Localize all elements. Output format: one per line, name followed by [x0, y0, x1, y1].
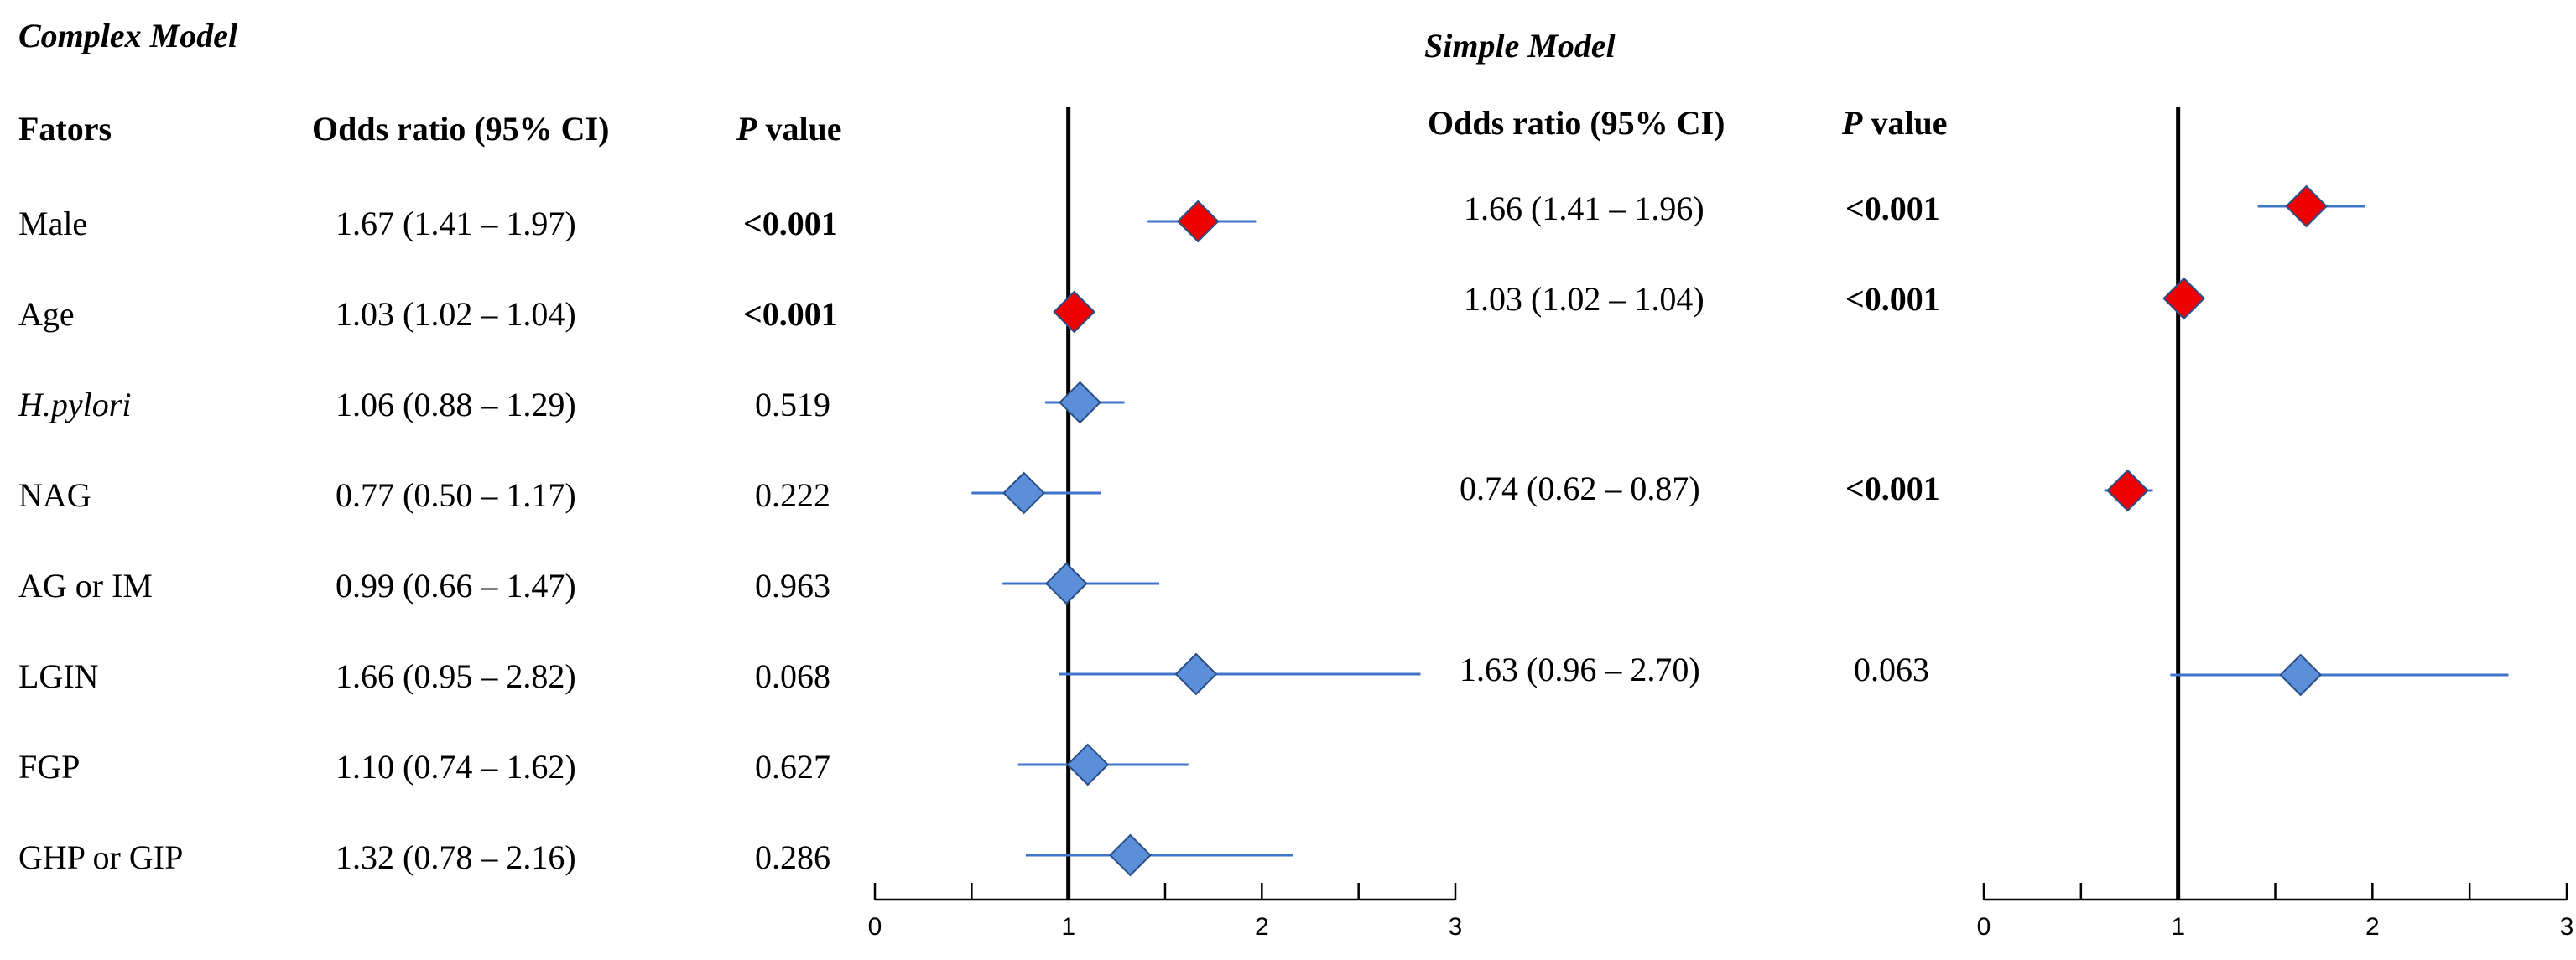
complex-or-value: 0.99 (0.66 – 1.47) [336, 567, 576, 605]
simple-p-value: <0.001 [1845, 470, 1940, 507]
simple-p-value: 0.063 [1854, 651, 1929, 688]
complex-or-value: 1.06 (0.88 – 1.29) [336, 386, 576, 423]
complex-factor-label: LGIN [18, 657, 99, 695]
complex-p-value: 0.068 [755, 657, 830, 695]
complex-x-tick-label: 3 [1449, 913, 1463, 941]
simple-p-value: <0.001 [1845, 280, 1940, 318]
complex-x-tick-label: 1 [1061, 913, 1075, 941]
complex-header-p: P value [736, 110, 842, 148]
complex-or-value: 1.10 (0.74 – 1.62) [336, 748, 576, 786]
complex-p-value: 0.222 [755, 476, 830, 514]
complex-model-title: Complex Model [18, 17, 238, 54]
complex-or-marker [1176, 200, 1220, 243]
complex-header-or: Odds ratio (95% CI) [312, 110, 609, 148]
complex-factor-label: H.pylori [18, 386, 131, 423]
simple-x-tick-label: 2 [2365, 913, 2380, 941]
complex-or-value: 1.03 (1.02 – 1.04) [336, 295, 576, 333]
complex-or-value: 1.67 (1.41 – 1.97) [336, 205, 576, 242]
complex-factor-label: Age [18, 295, 75, 333]
complex-header-factors: Fators [18, 110, 112, 148]
simple-or-marker [2162, 277, 2206, 320]
simple-or-marker [2106, 469, 2149, 512]
complex-table-rows: Male 1.67 (1.41 – 1.97) <0.001 Age 1.03 … [18, 205, 838, 876]
simple-x-tick-label: 1 [2171, 913, 2185, 941]
complex-or-marker [1066, 743, 1110, 786]
complex-or-marker [1053, 290, 1096, 334]
simple-x-tick-label: 0 [1977, 913, 1991, 941]
complex-or-marker [1059, 381, 1101, 424]
simple-or-value: 1.03 (1.02 – 1.04) [1464, 280, 1704, 318]
complex-factor-label: GHP or GIP [18, 838, 183, 876]
simple-model-title: Simple Model [1424, 27, 1616, 65]
simple-x-tick-label: 3 [2560, 913, 2574, 941]
complex-factor-label: FGP [18, 748, 80, 786]
complex-or-marker [1109, 833, 1152, 877]
complex-or-value: 1.32 (0.78 – 2.16) [336, 838, 576, 876]
complex-or-value: 1.66 (0.95 – 2.82) [336, 657, 576, 695]
complex-p-value: 0.286 [755, 838, 830, 876]
complex-or-value: 0.77 (0.50 – 1.17) [336, 476, 576, 514]
complex-or-marker [1044, 562, 1088, 605]
simple-or-marker [2285, 184, 2328, 228]
complex-factor-label: AG or IM [18, 567, 153, 605]
complex-x-tick-label: 0 [868, 913, 882, 941]
complex-forest-plot: 0 1 2 3 [868, 107, 1463, 941]
simple-header-p: P value [1841, 104, 1948, 142]
complex-or-marker [1174, 652, 1218, 696]
simple-or-marker [2279, 653, 2323, 697]
complex-factor-label: Male [18, 205, 87, 242]
complex-or-marker [1002, 471, 1046, 515]
simple-or-value: 1.66 (1.41 – 1.96) [1464, 189, 1704, 227]
complex-p-value: 0.963 [755, 567, 830, 605]
simple-header-or: Odds ratio (95% CI) [1428, 104, 1725, 142]
simple-forest-plot: 0 1 2 3 [1977, 107, 2574, 941]
simple-table-rows: 1.66 (1.41 – 1.96) <0.001 1.03 (1.02 – 1… [1460, 189, 1940, 688]
complex-p-value: <0.001 [743, 205, 838, 242]
complex-p-value: <0.001 [743, 295, 838, 333]
complex-p-value: 0.519 [755, 386, 830, 423]
complex-p-value: 0.627 [755, 748, 830, 786]
simple-p-value: <0.001 [1845, 189, 1940, 227]
simple-or-value: 0.74 (0.62 – 0.87) [1460, 470, 1700, 507]
complex-x-tick-label: 2 [1255, 913, 1269, 941]
simple-or-value: 1.63 (0.96 – 2.70) [1460, 651, 1700, 688]
complex-factor-label: NAG [18, 476, 91, 514]
